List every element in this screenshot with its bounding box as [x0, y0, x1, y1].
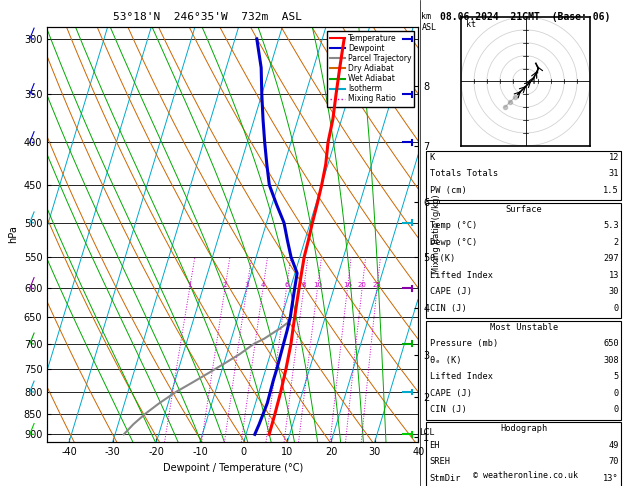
Text: 650: 650 — [603, 339, 619, 348]
Text: EH: EH — [430, 441, 440, 450]
Text: Pressure (mb): Pressure (mb) — [430, 339, 498, 348]
Text: 5.3: 5.3 — [603, 221, 619, 230]
Text: Totals Totals: Totals Totals — [430, 169, 498, 178]
Text: 1: 1 — [187, 282, 192, 288]
Legend: Temperature, Dewpoint, Parcel Trajectory, Dry Adiabat, Wet Adiabat, Isotherm, Mi: Temperature, Dewpoint, Parcel Trajectory… — [326, 31, 415, 106]
Text: 5: 5 — [614, 372, 619, 382]
Text: LCL: LCL — [419, 428, 434, 437]
Y-axis label: Mixing Ratio (g/kg): Mixing Ratio (g/kg) — [432, 195, 441, 274]
Text: 31: 31 — [608, 169, 619, 178]
Text: PW (cm): PW (cm) — [430, 186, 466, 195]
Text: km
ASL: km ASL — [421, 12, 437, 32]
Text: 13: 13 — [608, 271, 619, 280]
Text: 0: 0 — [614, 304, 619, 313]
Text: kt: kt — [466, 20, 476, 29]
Text: Surface: Surface — [505, 205, 542, 214]
Text: 12: 12 — [608, 153, 619, 162]
Text: CIN (J): CIN (J) — [430, 405, 466, 415]
Text: CAPE (J): CAPE (J) — [430, 287, 472, 296]
Text: 53°18'N  246°35'W  732m  ASL: 53°18'N 246°35'W 732m ASL — [113, 12, 302, 22]
Text: Dewp (°C): Dewp (°C) — [430, 238, 477, 247]
Text: SREH: SREH — [430, 457, 450, 467]
Text: 4: 4 — [261, 282, 265, 288]
Text: 10: 10 — [313, 282, 322, 288]
Text: 2: 2 — [614, 238, 619, 247]
Text: Most Unstable: Most Unstable — [489, 323, 558, 332]
Text: 3: 3 — [245, 282, 249, 288]
Text: 2: 2 — [223, 282, 227, 288]
Text: 297: 297 — [603, 254, 619, 263]
Text: 16: 16 — [343, 282, 352, 288]
Text: 1.5: 1.5 — [603, 186, 619, 195]
Text: 70: 70 — [608, 457, 619, 467]
Text: © weatheronline.co.uk: © weatheronline.co.uk — [473, 471, 577, 480]
Text: Temp (°C): Temp (°C) — [430, 221, 477, 230]
Text: 30: 30 — [608, 287, 619, 296]
Text: 13°: 13° — [603, 474, 619, 483]
Text: CAPE (J): CAPE (J) — [430, 389, 472, 398]
Text: 0: 0 — [614, 389, 619, 398]
Text: 8: 8 — [301, 282, 306, 288]
Y-axis label: hPa: hPa — [8, 226, 18, 243]
Text: K: K — [430, 153, 435, 162]
Text: 20: 20 — [358, 282, 367, 288]
Text: Hodograph: Hodograph — [500, 424, 547, 434]
Text: Lifted Index: Lifted Index — [430, 372, 493, 382]
Text: 308: 308 — [603, 356, 619, 365]
Text: CIN (J): CIN (J) — [430, 304, 466, 313]
Text: 0: 0 — [614, 405, 619, 415]
Text: StmDir: StmDir — [430, 474, 461, 483]
Text: 08.06.2024  21GMT  (Base: 06): 08.06.2024 21GMT (Base: 06) — [440, 12, 610, 22]
Text: 6: 6 — [284, 282, 289, 288]
Text: θₑ (K): θₑ (K) — [430, 356, 461, 365]
Text: 49: 49 — [608, 441, 619, 450]
Text: Lifted Index: Lifted Index — [430, 271, 493, 280]
Text: θₑ(K): θₑ(K) — [430, 254, 456, 263]
Text: 25: 25 — [373, 282, 381, 288]
X-axis label: Dewpoint / Temperature (°C): Dewpoint / Temperature (°C) — [163, 463, 303, 473]
